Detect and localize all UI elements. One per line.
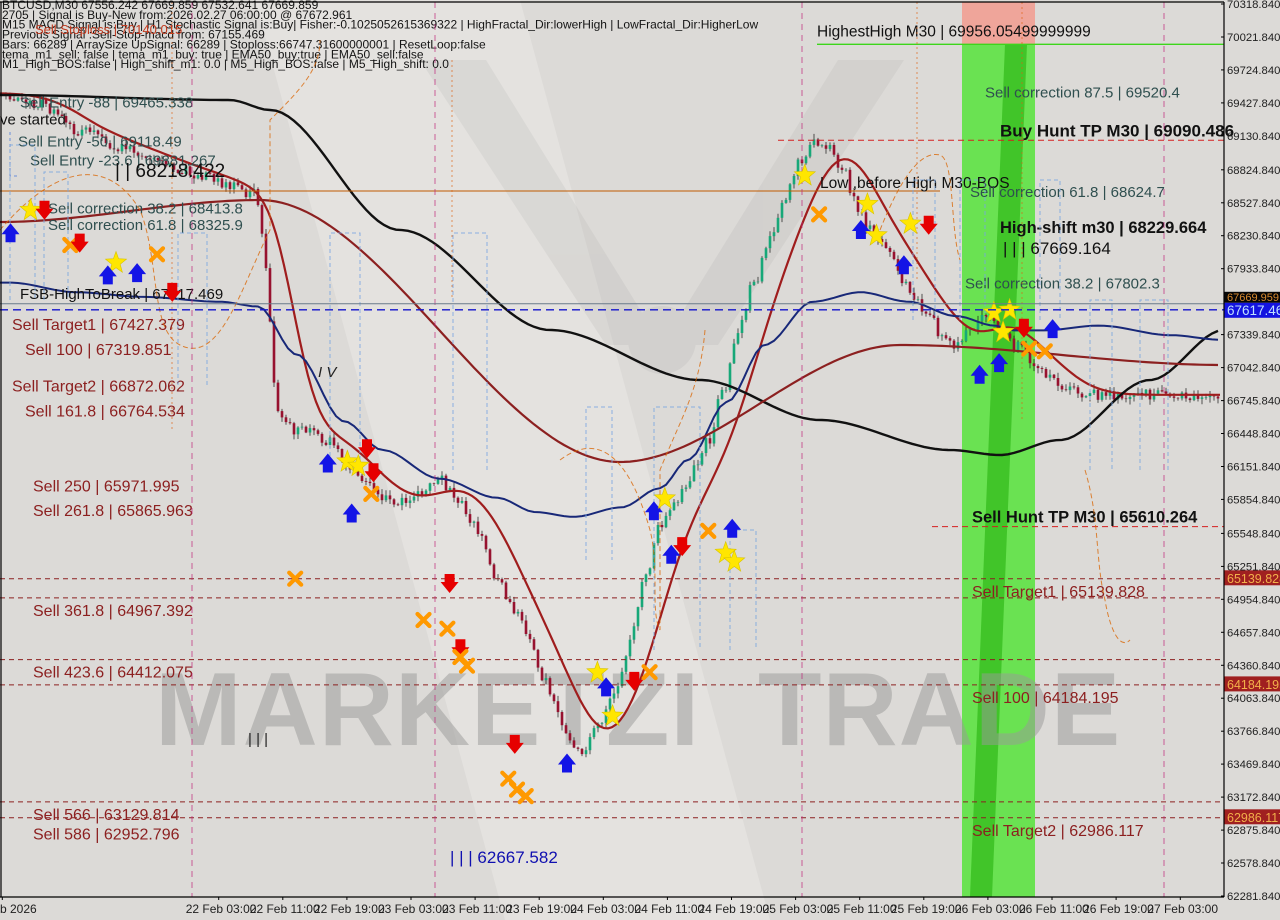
svg-text:M1_High_BOS:false | High_shift: M1_High_BOS:false | High_shift_m1: 0.0 |… [2, 57, 449, 71]
svg-text:| | 68218.422: | | 68218.422 [115, 161, 225, 182]
svg-text:22 Feb 19:00: 22 Feb 19:00 [314, 902, 385, 916]
svg-text:MARKETZI: MARKETZI [155, 652, 700, 768]
svg-text:Sell correction 38.2 | 67802.3: Sell correction 38.2 | 67802.3 [965, 275, 1160, 292]
svg-text:Sell 586 | 62952.796: Sell 586 | 62952.796 [33, 827, 180, 844]
svg-text:Sell 261.8 | 65865.963: Sell 261.8 | 65865.963 [33, 503, 193, 520]
svg-text:Sell correction 61.8 | 68325.9: Sell correction 61.8 | 68325.9 [48, 217, 243, 234]
svg-text:64063.840: 64063.840 [1227, 693, 1280, 705]
svg-text:25 Feb 11:00: 25 Feb 11:00 [827, 902, 897, 916]
svg-text:67042.840: 67042.840 [1227, 363, 1280, 375]
svg-text:Sell correction 61.8 | 68624.7: Sell correction 61.8 | 68624.7 [970, 184, 1165, 201]
svg-text:27 Feb 03:00: 27 Feb 03:00 [1147, 902, 1218, 916]
svg-text:Sell 566 | 63129.814: Sell 566 | 63129.814 [33, 807, 180, 824]
svg-text:TRADE: TRADE [758, 652, 1121, 768]
svg-text:65548.840: 65548.840 [1227, 528, 1280, 540]
svg-text:Sell Stoploss | 70140.015: Sell Stoploss | 70140.015 [35, 22, 182, 37]
svg-text:24 Feb 11:00: 24 Feb 11:00 [634, 902, 704, 916]
svg-text:69427.840: 69427.840 [1227, 98, 1280, 110]
svg-text:Sell Target1 | 67427.379: Sell Target1 | 67427.379 [12, 317, 185, 334]
svg-text:| | | 62667.582: | | | 62667.582 [450, 848, 558, 867]
svg-text:ve started: ve started [0, 112, 66, 129]
svg-text:66448.840: 66448.840 [1227, 429, 1280, 441]
svg-text:24 Feb 19:00: 24 Feb 19:00 [699, 902, 770, 916]
svg-text:25 Feb 03:00: 25 Feb 03:00 [763, 902, 834, 916]
svg-text:62281.840: 62281.840 [1227, 891, 1280, 903]
svg-text:Sell 361.8 | 64967.392: Sell 361.8 | 64967.392 [33, 603, 193, 620]
svg-text:64184.195: 64184.195 [1227, 678, 1280, 692]
svg-text:Sell 161.8 | 66764.534: Sell 161.8 | 66764.534 [25, 404, 185, 421]
svg-text:68230.840: 68230.840 [1227, 231, 1280, 243]
svg-text:Sell Entry -88 | 69465.338: Sell Entry -88 | 69465.338 [20, 95, 193, 112]
svg-text:70318.840: 70318.840 [1227, 0, 1280, 11]
svg-text:26 Feb 11:00: 26 Feb 11:00 [1019, 902, 1089, 916]
svg-text:23 Feb 19:00: 23 Feb 19:00 [506, 902, 577, 916]
svg-text:66745.840: 66745.840 [1227, 396, 1280, 408]
svg-text:63766.840: 63766.840 [1227, 726, 1280, 738]
svg-text:Sell Target2 | 66872.062: Sell Target2 | 66872.062 [12, 379, 185, 396]
svg-text:64657.840: 64657.840 [1227, 627, 1280, 639]
svg-text:Buy Hunt TP M30 | 69090.486: Buy Hunt TP M30 | 69090.486 [1000, 121, 1234, 140]
svg-text:23 Feb 11:00: 23 Feb 11:00 [442, 902, 512, 916]
svg-text:63172.840: 63172.840 [1227, 792, 1280, 804]
svg-text:| | | 67669.164: | | | 67669.164 [1003, 239, 1111, 258]
svg-text:68824.840: 68824.840 [1227, 165, 1280, 177]
svg-text:FSB-HighToBreak | 67617.469: FSB-HighToBreak | 67617.469 [20, 286, 223, 303]
svg-text:Sell 100 | 67319.851: Sell 100 | 67319.851 [25, 342, 172, 359]
svg-text:69130.840: 69130.840 [1227, 131, 1280, 143]
svg-text:21 Feb 2026: 21 Feb 2026 [0, 902, 37, 916]
svg-text:64954.840: 64954.840 [1227, 594, 1280, 606]
svg-text:68527.840: 68527.840 [1227, 198, 1280, 210]
svg-text:Sell 100 | 64184.195: Sell 100 | 64184.195 [972, 690, 1119, 707]
svg-text:Sell correction 87.5 | 69520.4: Sell correction 87.5 | 69520.4 [985, 85, 1180, 102]
svg-text:Sell 250 | 65971.995: Sell 250 | 65971.995 [33, 478, 180, 495]
svg-text:HighestHigh M30 | 69956.0549: HighestHigh M30 | 69956.05499999999 [817, 23, 1091, 40]
svg-text:67339.840: 67339.840 [1227, 330, 1280, 342]
svg-text:66151.840: 66151.840 [1227, 462, 1280, 474]
svg-text:Sell Target1 | 65139.828: Sell Target1 | 65139.828 [972, 584, 1145, 601]
svg-text:26 Feb 19:00: 26 Feb 19:00 [1083, 902, 1154, 916]
svg-text:62875.840: 62875.840 [1227, 825, 1280, 837]
svg-text:26 Feb 03:00: 26 Feb 03:00 [955, 902, 1026, 916]
svg-text:25 Feb 19:00: 25 Feb 19:00 [891, 902, 962, 916]
svg-text:24 Feb 03:00: 24 Feb 03:00 [570, 902, 641, 916]
svg-text:70021.840: 70021.840 [1227, 32, 1280, 44]
svg-text:23 Feb 03:00: 23 Feb 03:00 [378, 902, 449, 916]
svg-text:22 Feb 11:00: 22 Feb 11:00 [250, 902, 320, 916]
svg-text:69724.840: 69724.840 [1227, 65, 1280, 77]
svg-text:63469.840: 63469.840 [1227, 759, 1280, 771]
svg-text:62986.117: 62986.117 [1227, 811, 1280, 825]
svg-text:65251.840: 65251.840 [1227, 561, 1280, 573]
svg-text:62578.840: 62578.840 [1227, 858, 1280, 870]
svg-text:Sell Entry -50 | 69118.49: Sell Entry -50 | 69118.49 [18, 134, 182, 151]
svg-text:22 Feb 03:00: 22 Feb 03:00 [186, 902, 257, 916]
svg-text:Sell 423.6 | 64412.075: Sell 423.6 | 64412.075 [33, 665, 193, 682]
svg-text:Sell correction 38.2 | 68413.8: Sell correction 38.2 | 68413.8 [48, 200, 243, 217]
svg-text:High-shift m30 | 68229.664: High-shift m30 | 68229.664 [1000, 219, 1207, 237]
svg-text:65854.840: 65854.840 [1227, 494, 1280, 506]
svg-text:65139.828: 65139.828 [1227, 572, 1280, 586]
svg-text:64360.840: 64360.840 [1227, 660, 1280, 672]
svg-text:| | |: | | | [248, 731, 268, 748]
svg-text:67617.469: 67617.469 [1227, 303, 1280, 318]
svg-text:67933.840: 67933.840 [1227, 264, 1280, 276]
svg-text:I V: I V [318, 364, 338, 381]
svg-text:Sell Target2 | 62986.117: Sell Target2 | 62986.117 [972, 823, 1144, 840]
